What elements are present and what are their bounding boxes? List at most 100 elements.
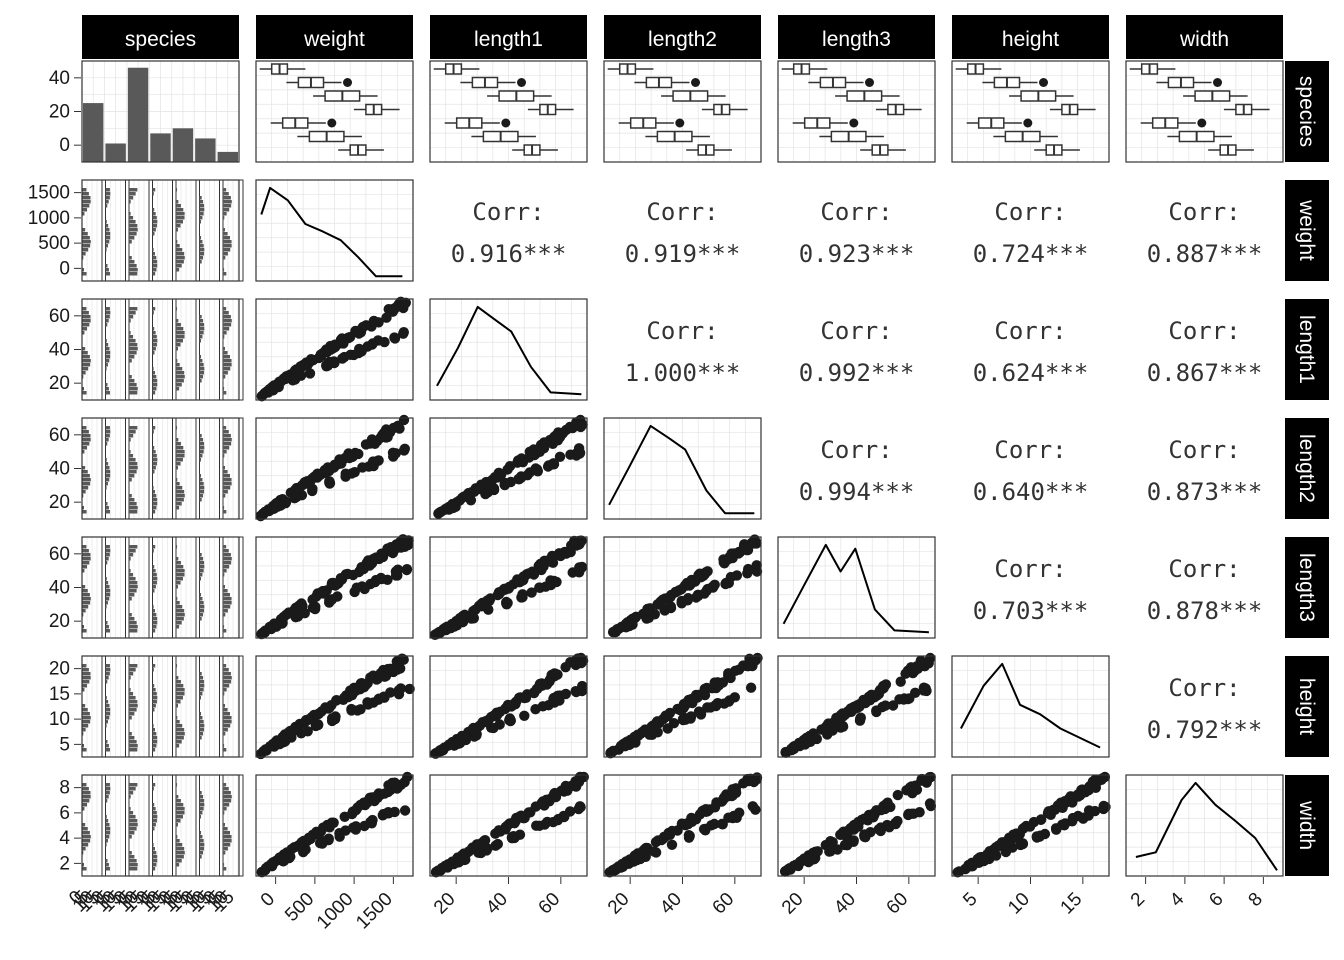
- scatter-point: [700, 567, 712, 578]
- strip-right-height: height: [1285, 656, 1329, 757]
- panel-border: [777, 536, 936, 639]
- facet-bar: [129, 375, 132, 379]
- facet-bar: [199, 359, 203, 363]
- facet-bar: [105, 867, 110, 871]
- panel-length2-weight: [255, 414, 414, 522]
- scatter-point: [369, 795, 380, 807]
- scatter-point: [505, 715, 516, 726]
- scatter-point: [398, 327, 409, 338]
- panel-length2-length2: [603, 417, 762, 520]
- scatter-point: [294, 719, 306, 730]
- corr-length1-length3: Corr: 0.992***: [799, 317, 915, 387]
- scatter-point: [565, 449, 576, 460]
- facet-bar: [199, 256, 204, 260]
- panel-width-length1: [429, 771, 589, 878]
- y-tick-length1: 60: [49, 306, 70, 327]
- facet-bar: [223, 593, 231, 597]
- facet-bar: [223, 668, 229, 672]
- facet-bar: [82, 375, 84, 379]
- facet-bar: [223, 843, 231, 847]
- species-bar: [105, 143, 126, 162]
- scatter-point: [302, 726, 313, 737]
- facet-bar: [199, 672, 202, 676]
- scatter-point: [387, 777, 398, 789]
- facet-bar: [129, 740, 137, 744]
- facet-bar: [105, 799, 108, 803]
- facet-bar: [82, 438, 91, 442]
- facet-bar: [82, 613, 84, 617]
- facet-bar: [105, 787, 111, 791]
- facet-bar: [129, 196, 134, 200]
- scatter-point: [514, 474, 525, 485]
- facet-bar: [199, 791, 202, 795]
- scatter-point: [363, 699, 374, 710]
- facet-bar: [105, 343, 109, 347]
- facet-bar: [223, 240, 232, 244]
- facet-bar: [105, 744, 109, 748]
- facet-bar: [199, 835, 203, 839]
- panel-length2-length1: [429, 414, 588, 520]
- scatter-point: [522, 470, 533, 481]
- facet-bar: [105, 478, 110, 482]
- scatter-point: [552, 669, 563, 680]
- facet-bar: [152, 383, 158, 387]
- scatter-point: [686, 812, 697, 824]
- facet-bar: [152, 847, 155, 851]
- facet-bar: [223, 375, 226, 379]
- facet-bar: [129, 569, 131, 573]
- scatter-point: [890, 818, 901, 830]
- panel-width-weight: [255, 771, 414, 878]
- facet-bar: [176, 597, 178, 601]
- scatter-point: [468, 613, 479, 624]
- facet-bar: [152, 268, 157, 272]
- facet-bar: [176, 716, 178, 720]
- facet-bar: [105, 244, 108, 248]
- facet-bar: [129, 387, 138, 391]
- facet-bar: [152, 502, 158, 506]
- scatter-point: [468, 722, 479, 734]
- corr-value: 0.923***: [799, 240, 915, 268]
- scatter-point: [824, 846, 835, 857]
- y-tick-width: 4: [59, 828, 70, 849]
- facet-bar: [129, 688, 131, 692]
- strip-right-length2: length2: [1285, 418, 1329, 519]
- facet-bar: [199, 569, 204, 573]
- facet-bar: [176, 371, 185, 375]
- corr-weight-width: Corr: 0.887***: [1147, 198, 1263, 268]
- facet-bar: [223, 454, 225, 458]
- facet-bar: [82, 843, 89, 847]
- scatter-point: [399, 805, 411, 816]
- facet-bar: [223, 545, 227, 549]
- panel-height-species: [81, 655, 244, 758]
- facet-bar: [199, 335, 203, 339]
- scatter-point: [822, 720, 833, 731]
- facet-bar: [129, 335, 134, 339]
- y-tick-height: 20: [49, 659, 70, 680]
- facet-bar: [152, 664, 156, 668]
- facet-bar: [105, 835, 110, 839]
- facet-bar: [105, 319, 109, 323]
- scatter-point: [630, 736, 641, 748]
- scatter-point: [482, 487, 494, 498]
- strip-top-length3: length3: [778, 15, 935, 59]
- scatter-point: [1042, 807, 1054, 819]
- x-tick-height: 15: [1057, 889, 1087, 919]
- facet-bar: [105, 482, 108, 486]
- scatter-point: [481, 716, 492, 728]
- facet-bar: [82, 593, 90, 597]
- scatter-point: [721, 789, 732, 800]
- facet-bar: [199, 553, 202, 557]
- facet-bar: [199, 446, 205, 450]
- facet-bar: [223, 847, 228, 851]
- facet-bar: [223, 827, 228, 831]
- facet-bar: [199, 323, 205, 327]
- y-tick-width: 6: [59, 803, 70, 824]
- facet-bar: [129, 672, 134, 676]
- facet-bar: [129, 426, 138, 430]
- facet-bar: [105, 367, 107, 371]
- x-tick-length3: 20: [778, 889, 808, 919]
- facet-bar: [129, 351, 137, 355]
- box-outlier: [1023, 118, 1033, 128]
- facet-bar: [82, 244, 91, 248]
- facet-bar: [223, 605, 231, 609]
